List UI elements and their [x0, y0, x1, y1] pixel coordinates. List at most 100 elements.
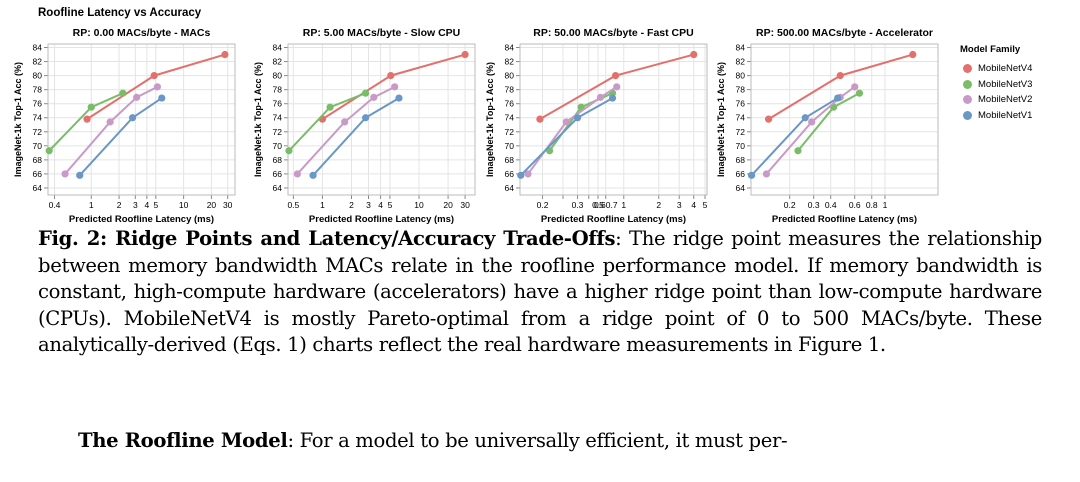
- x-tick-label: 5: [703, 200, 708, 210]
- y-tick-label: 70: [33, 141, 43, 151]
- data-point-mobilenetv2: [106, 118, 114, 126]
- x-tick-label: 4: [145, 200, 150, 210]
- chart-legend: Model Family MobileNetV4 MobileNetV3 Mob…: [960, 44, 1032, 123]
- y-tick-label: 70: [736, 141, 746, 151]
- y-tick-label: 78: [736, 85, 746, 95]
- data-point-mobilenetv1: [608, 94, 617, 102]
- y-tick-label: 80: [33, 71, 43, 81]
- data-point-mobilenetv4: [461, 50, 469, 59]
- series-line-mobilenetv2: [64, 85, 158, 175]
- y-tick-label: 84: [505, 43, 515, 53]
- x-tick-label: 1: [89, 200, 94, 210]
- legend-item-mobilenetv3: MobileNetV3: [960, 77, 1032, 93]
- data-point-mobilenetv2: [613, 83, 621, 91]
- x-tick-label: 0.3: [572, 200, 584, 210]
- legend-label: MobileNetV2: [978, 94, 1033, 106]
- legend-item-mobilenetv4: MobileNetV4: [960, 61, 1032, 77]
- y-tick-label: 82: [33, 57, 43, 67]
- data-point-mobilenetv4: [764, 115, 773, 123]
- data-point-mobilenetv4: [150, 72, 158, 80]
- y-tick-label: 78: [33, 85, 43, 95]
- data-point-mobilenetv2: [153, 83, 161, 91]
- series-line-mobilenetv1: [312, 97, 400, 177]
- chart-panel-accelerator: RP: 500.00 MACs/byte - Accelerator 64 66 68…: [716, 27, 939, 225]
- x-tick-label: 0.6: [849, 200, 861, 210]
- y-tick-label: 68: [273, 155, 283, 165]
- data-point-mobilenetv2: [762, 170, 771, 178]
- data-point-mobilenetv1: [76, 171, 84, 179]
- y-tick-label: 70: [273, 141, 283, 151]
- x-tick-label: 0.60.7: [594, 200, 618, 210]
- y-tick-label: 78: [273, 85, 283, 95]
- x-tick-label: 4: [378, 200, 383, 210]
- data-point-mobilenetv3: [119, 89, 127, 97]
- data-point-mobilenetv1: [517, 171, 525, 179]
- plot-frame: [750, 43, 939, 196]
- x-tick-label: 1: [883, 200, 888, 210]
- panel-title: RP: 50.00 MACs/byte - Fast CPU: [533, 27, 693, 39]
- y-axis-label: ImageNet-1k Top-1 Acc (%): [253, 62, 263, 177]
- paragraph-heading: The Roofline Model: [78, 429, 288, 452]
- chart-panel-fast-cpu: RP: 50.00 MACs/byte - Fast CPU 64 66 68 70 72…: [485, 27, 708, 225]
- x-tick-label: 5: [388, 200, 393, 210]
- data-point-mobilenetv1: [158, 94, 166, 102]
- y-tick-label: 66: [505, 169, 515, 179]
- y-tick-label: 72: [33, 127, 43, 137]
- y-axis-label: ImageNet-1k Top-1 Acc (%): [13, 62, 23, 177]
- y-tick-label: 84: [33, 43, 43, 53]
- panel-title: RP: 5.00 MACs/byte - Slow CPU: [303, 27, 461, 39]
- plot-frame: [47, 43, 236, 196]
- y-tick-label: 64: [505, 183, 515, 193]
- x-tick-label: 3: [366, 200, 371, 210]
- x-tick-label: 2: [349, 200, 354, 210]
- x-axis-label: Predicted Roofline Latency (ms): [309, 214, 454, 225]
- chart-panel-slow-cpu: RP: 5.00 MACs/byte - Slow CPU 64 66 68 70 72 7…: [253, 27, 476, 225]
- x-tick-label: 4: [691, 200, 696, 210]
- legend-swatch: [963, 64, 972, 74]
- x-tick-label: 2: [656, 200, 661, 210]
- x-tick-label: 10: [179, 200, 189, 210]
- data-point-mobilenetv3: [45, 147, 53, 155]
- y-tick-label: 72: [736, 127, 746, 137]
- y-tick-label: 84: [273, 43, 283, 53]
- y-tick-label: 64: [33, 183, 43, 193]
- data-point-mobilenetv1: [309, 171, 317, 179]
- y-tick-label: 68: [505, 155, 515, 165]
- y-tick-label: 72: [505, 127, 515, 137]
- y-tick-label: 78: [505, 85, 515, 95]
- data-point-mobilenetv4: [536, 115, 544, 123]
- x-tick-label: 5: [153, 200, 158, 210]
- y-tick-label: 84: [736, 43, 746, 53]
- y-tick-label: 82: [273, 57, 283, 67]
- x-tick-label: 0.8: [866, 200, 878, 210]
- data-point-mobilenetv4: [83, 115, 91, 123]
- panel-title: RP: 500.00 MACs/byte - Accelerator: [756, 27, 933, 39]
- x-tick-label: 0.5: [287, 200, 299, 210]
- y-tick-label: 74: [273, 113, 283, 123]
- y-tick-label: 66: [273, 169, 283, 179]
- x-tick-label: 10: [414, 200, 424, 210]
- data-point-mobilenetv3: [794, 147, 802, 155]
- x-tick-label: 0.2: [784, 200, 796, 210]
- plot-frame: [287, 43, 476, 196]
- figure-caption: Fig. 2: Ridge Points and Latency/Accurac…: [38, 226, 1042, 359]
- data-point-mobilenetv2: [808, 118, 816, 126]
- data-point-mobilenetv4: [836, 72, 844, 80]
- series-line-mobilenetv2: [296, 85, 396, 175]
- legend-title: Model Family: [960, 44, 1021, 55]
- y-tick-label: 76: [273, 99, 283, 109]
- data-point-mobilenetv2: [524, 170, 532, 178]
- x-tick-label: 0.5: [592, 200, 604, 210]
- x-tick-label: 0.4: [825, 200, 837, 210]
- chart-panel-macs: RP: 0.00 MACs/byte - MACs 64 66 68 70 72 74 76 7…: [13, 27, 236, 225]
- y-tick-label: 70: [505, 141, 515, 151]
- x-axis-label: Predicted Roofline Latency (ms): [541, 214, 686, 225]
- data-point-mobilenetv2: [341, 118, 349, 126]
- y-tick-label: 68: [736, 155, 746, 165]
- x-tick-label: 3: [133, 200, 138, 210]
- panel-title: RP: 0.00 MACs/byte - MACs: [73, 27, 211, 39]
- data-point-mobilenetv1: [834, 94, 842, 102]
- y-tick-label: 64: [273, 183, 283, 193]
- x-tick-label: 1: [621, 200, 626, 210]
- y-tick-label: 74: [505, 113, 515, 123]
